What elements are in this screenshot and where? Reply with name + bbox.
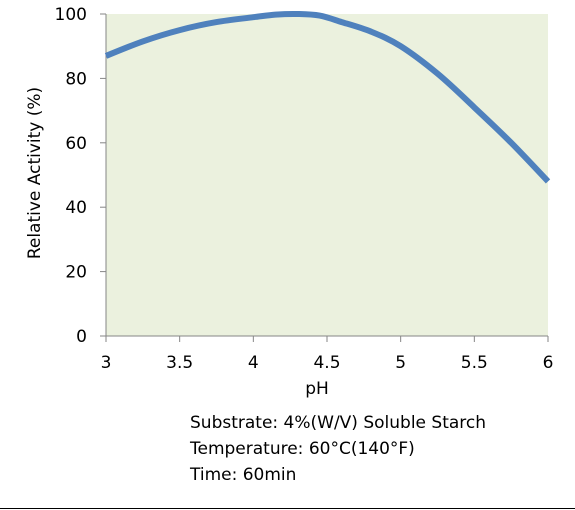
bottom-divider — [0, 508, 575, 509]
x-axis-label: pH — [305, 379, 329, 399]
y-tick-label: 80 — [65, 69, 87, 89]
x-tick-label: 5 — [395, 353, 406, 373]
y-tick-label: 100 — [55, 5, 87, 25]
x-tick-label: 6 — [543, 353, 554, 373]
x-tick-label: 3.5 — [166, 353, 193, 373]
series-line — [104, 10, 551, 184]
x-axis-ticks: 3 3.5 4 4.5 5 5.5 6 — [101, 336, 554, 373]
plot-area — [106, 14, 548, 336]
x-tick-label: 4.5 — [313, 353, 340, 373]
chart: 0 20 40 60 80 100 3 3.5 4 4.5 5 5.5 6 pH Relative A… — [25, 5, 554, 399]
y-tick-label: 60 — [65, 134, 87, 154]
y-tick-label: 0 — [76, 327, 87, 347]
y-tick-label: 40 — [65, 198, 87, 218]
temperature-note: Temperature: 60°C(140°F) — [190, 439, 415, 459]
x-tick-label: 5.5 — [461, 353, 488, 373]
substrate-note: Substrate: 4%(W/V) Soluble Starch — [190, 413, 487, 433]
y-tick-label: 20 — [65, 263, 87, 283]
x-tick-label: 4 — [248, 353, 259, 373]
y-axis-label: Relative Activity (%) — [25, 87, 45, 259]
chart-notes: Substrate: 4%(W/V) Soluble Starch Temper… — [190, 410, 486, 488]
y-axis-ticks: 0 20 40 60 80 100 — [55, 5, 106, 347]
time-note: Time: 60min — [190, 465, 297, 485]
x-tick-label: 3 — [101, 353, 112, 373]
